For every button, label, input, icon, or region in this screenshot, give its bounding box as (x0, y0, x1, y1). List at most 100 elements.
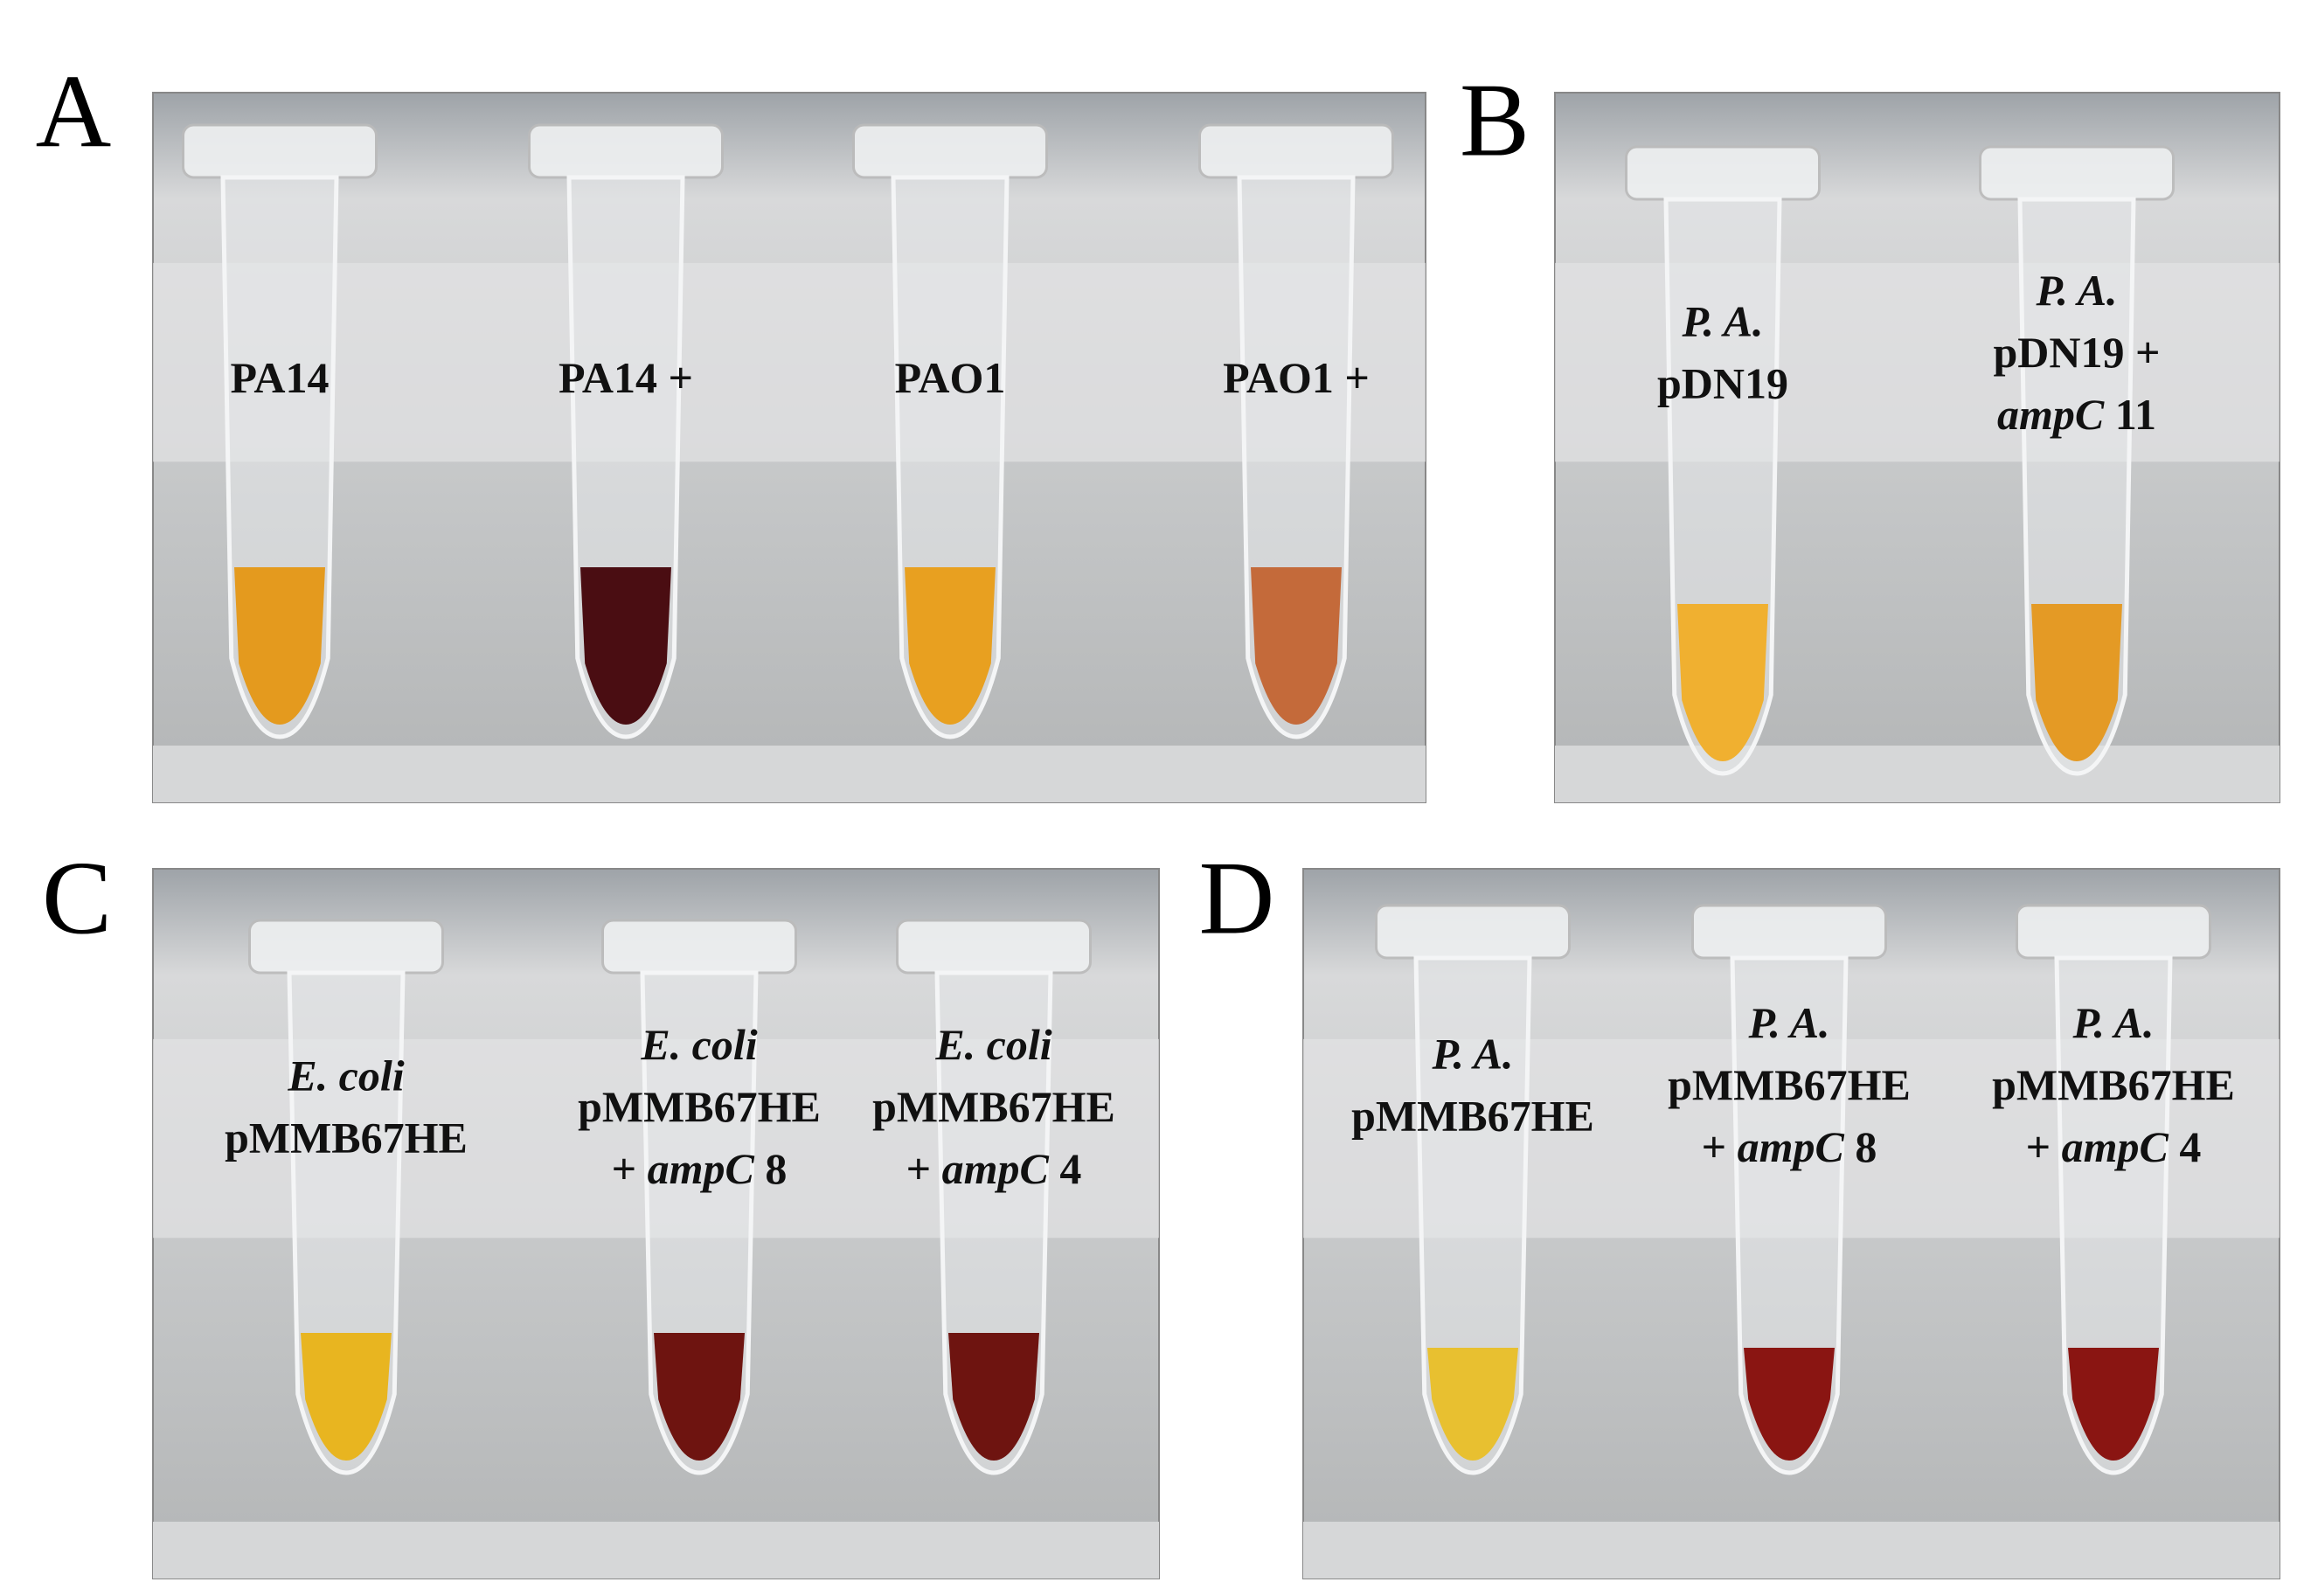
rack-base (153, 746, 1426, 802)
liquid (1677, 604, 1768, 761)
tube-cap (248, 919, 444, 975)
tube-label: pMMB67HE (578, 1082, 821, 1131)
liquid (1251, 567, 1342, 725)
tube-label: E. coli (934, 1020, 1051, 1069)
label-part: ampC (648, 1144, 755, 1193)
label-part: pMMB67HE (872, 1082, 1115, 1131)
label-part: pDN19 + (1993, 328, 2160, 377)
tube (1413, 955, 1532, 1475)
tube-label: PA14 (231, 353, 330, 402)
tube-label: ampC 11 (1997, 390, 2156, 439)
tube-cap (852, 123, 1048, 179)
rack (153, 262, 1426, 462)
panel-letter: A (36, 53, 112, 170)
label-part: E. coli (640, 1020, 757, 1069)
tube-cap (528, 123, 724, 179)
label-part: + (1702, 1122, 1727, 1171)
liquid (1427, 1348, 1518, 1461)
label-part: P. A. (1431, 1030, 1513, 1079)
tube-label: P. A. (1431, 1030, 1513, 1079)
liquid (948, 1333, 1039, 1461)
liquid (654, 1333, 745, 1461)
tube-label: P. A. (1747, 998, 1829, 1047)
tube-cap (1691, 904, 1887, 960)
liquid (1744, 1348, 1835, 1461)
label-part: ampC (1738, 1122, 1845, 1171)
tube-label: pDN19 (1657, 359, 1788, 408)
liquid (2068, 1348, 2159, 1461)
tube-label: + ampC 8 (612, 1144, 788, 1193)
label-part: pMMB67HE (225, 1114, 468, 1162)
tube-label: pMMB67HE (1992, 1060, 2235, 1109)
label-part: pMMB67HE (578, 1082, 821, 1131)
panel-letter: B (1460, 62, 1530, 178)
liquid (301, 1333, 392, 1461)
tube-label: pMMB67HE (1351, 1092, 1594, 1141)
liquid (905, 567, 996, 725)
tube (2054, 955, 2173, 1475)
tube-label: pMMB67HE (225, 1114, 468, 1162)
label-part: E. coli (287, 1051, 404, 1100)
label-part: pMMB67HE (1992, 1060, 2235, 1109)
panel: D P. A. pMMB67HE P. A. pMMB67HE + ampC 8 P. A.… (1199, 840, 2280, 1579)
tube-cap (1625, 145, 1821, 201)
label-part: P. A. (2071, 998, 2154, 1047)
rack-base (1303, 1522, 2280, 1579)
label-part: + (612, 1144, 637, 1193)
label-part: P. A. (1747, 998, 1829, 1047)
label-part: P. A. (2035, 266, 2117, 315)
label-part: P. A. (1681, 297, 1763, 346)
tube-label: PAO1 + (1223, 353, 1370, 402)
tube-cap (1198, 123, 1394, 179)
tube-cap (896, 919, 1092, 975)
label-part: 8 (1855, 1122, 1877, 1171)
label-part: E. coli (934, 1020, 1051, 1069)
label-part: PA14 (231, 353, 330, 402)
tube-label: E. coli (640, 1020, 757, 1069)
label-part: 4 (2179, 1122, 2201, 1171)
panel: C E. coli pMMB67HE E. coli pMMB67HE + ampC 8 E… (42, 840, 1160, 1579)
label-part: + (2026, 1122, 2051, 1171)
label-part: PAO1 (895, 353, 1006, 402)
label-part: pMMB67HE (1351, 1092, 1594, 1141)
label-part: 4 (1059, 1144, 1081, 1193)
label-part: ampC (2062, 1122, 2169, 1171)
label-part: ampC (1997, 390, 2105, 439)
tube-label: pDN19 + (1993, 328, 2160, 377)
tube-label: pMMB67HE (1668, 1060, 1911, 1109)
label-part: 11 (2115, 390, 2156, 439)
tube-cap (2016, 904, 2211, 960)
tube (1730, 955, 1849, 1475)
tube-label: P. A. (2071, 998, 2154, 1047)
label-part: pMMB67HE (1668, 1060, 1911, 1109)
tube-label: P. A. (2035, 266, 2117, 315)
tube-cap (182, 123, 378, 179)
tube-label: PAO1 (895, 353, 1006, 402)
rack-base (153, 1522, 1159, 1579)
panel: B P. A. pDN19 P. A. pDN19 + ampC 11 (1460, 62, 2280, 803)
tube-cap (601, 919, 797, 975)
tube-label: E. coli (287, 1051, 404, 1100)
tube-label: + ampC 4 (2026, 1122, 2202, 1171)
tube-label: + ampC 8 (1702, 1122, 1877, 1171)
label-part: ampC (942, 1144, 1050, 1193)
tube-label: + ampC 4 (906, 1144, 1082, 1193)
liquid (2031, 604, 2122, 761)
tube-cap (1375, 904, 1571, 960)
label-part: + (906, 1144, 932, 1193)
panel: A PA14 PA14 + PAO1 PAO1 + (36, 53, 1426, 803)
label-part: 8 (765, 1144, 787, 1193)
liquid (580, 567, 671, 725)
panel-letter: D (1199, 840, 1275, 956)
label-part: PAO1 + (1223, 353, 1370, 402)
tube-label: P. A. (1681, 297, 1763, 346)
tube-cap (1979, 145, 2175, 201)
panel-letter: C (42, 840, 112, 956)
tube-label: pMMB67HE (872, 1082, 1115, 1131)
liquid (234, 567, 325, 725)
label-part: PA14 + (559, 353, 693, 402)
label-part: pDN19 (1657, 359, 1788, 408)
rack-base (1555, 746, 2280, 802)
tube-label: PA14 + (559, 353, 693, 402)
